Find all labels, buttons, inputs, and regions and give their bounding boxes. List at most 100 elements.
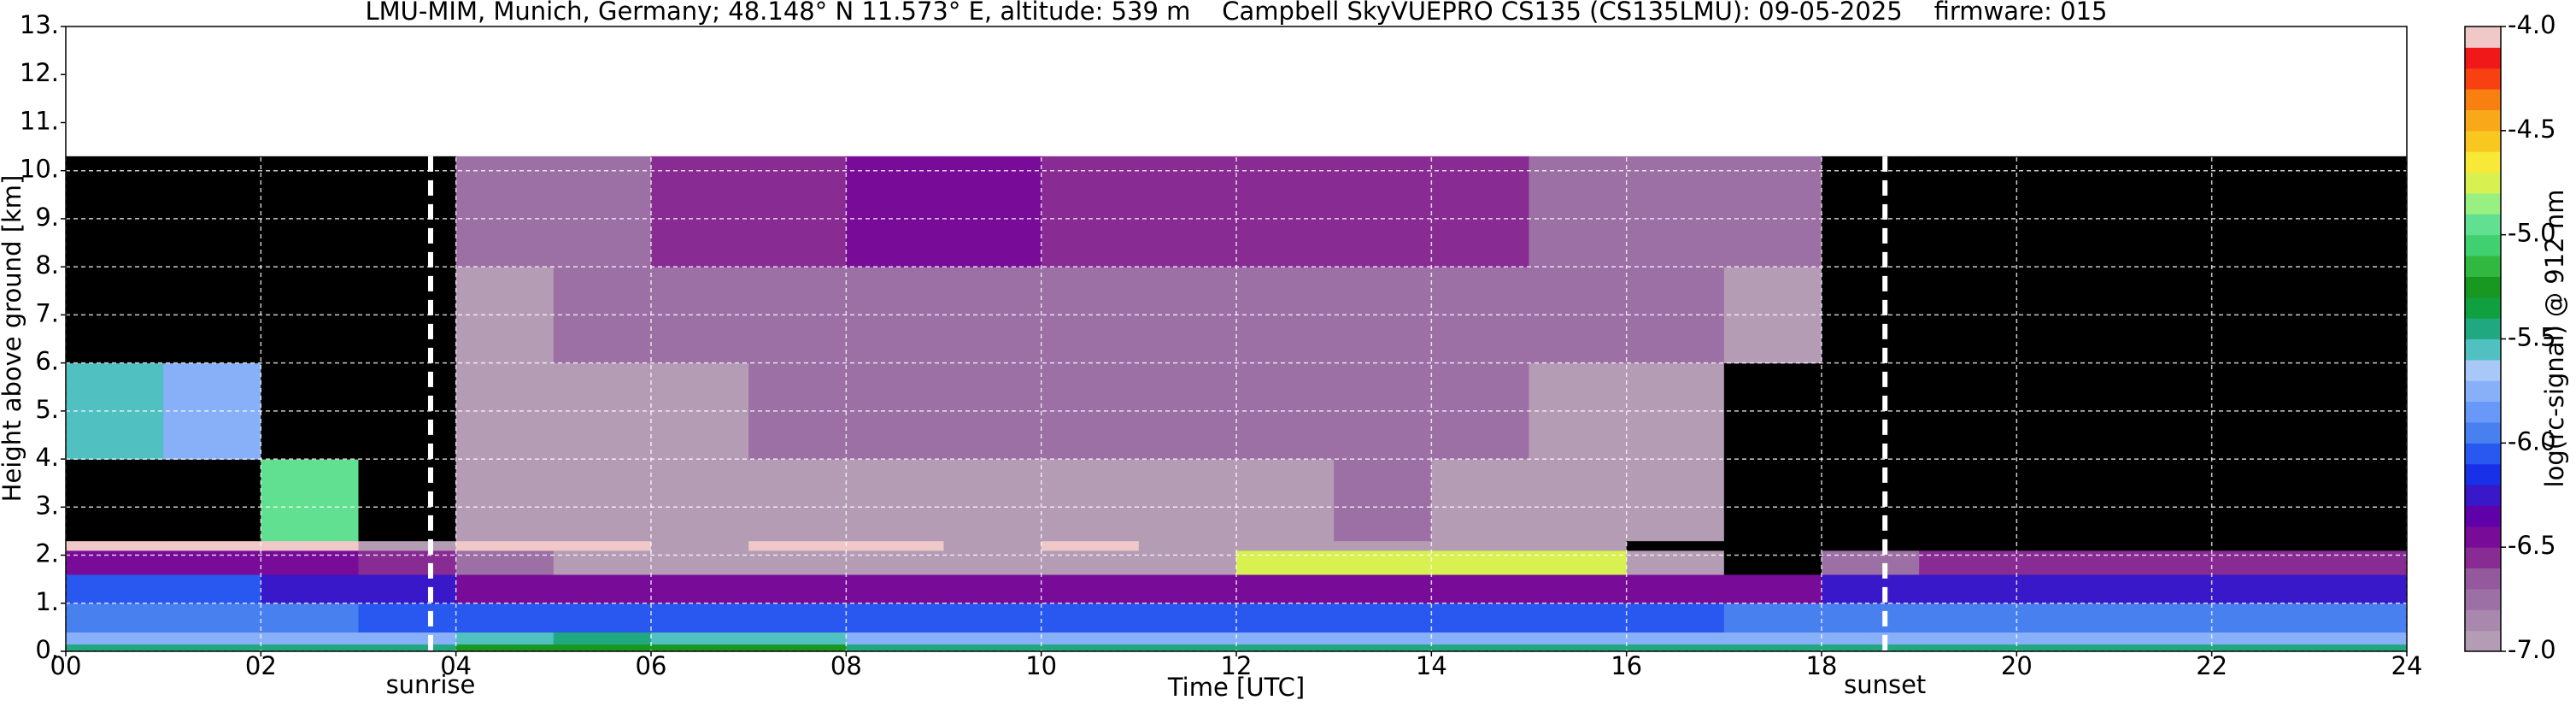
heatmap-cell — [2309, 459, 2408, 542]
heatmap-cell — [943, 632, 1042, 645]
heatmap-cell — [1919, 459, 2017, 542]
colorbar-segment — [2465, 276, 2501, 298]
heatmap-cell — [1041, 459, 1140, 542]
x-axis-label: Time [UTC] — [1167, 673, 1305, 702]
heatmap-cell — [1431, 603, 1529, 633]
annotation-label: sunset — [1844, 670, 1926, 699]
heatmap-cell — [1723, 550, 1822, 575]
heatmap-cell — [553, 459, 652, 542]
heatmap-cell — [358, 156, 457, 268]
heatmap-cell — [846, 156, 944, 268]
heatmap-cell — [1626, 540, 1725, 551]
heatmap-cell — [1236, 459, 1335, 542]
heatmap-cell — [1822, 603, 1920, 633]
heatmap-cell — [1334, 632, 1432, 645]
heatmap-cell — [1138, 156, 1237, 268]
heatmap-cell — [1236, 603, 1335, 633]
heatmap-cell — [1822, 459, 1920, 542]
heatmap-cell — [943, 156, 1042, 268]
heatmap-cell — [1334, 644, 1432, 652]
heatmap-cell — [2309, 156, 2408, 268]
heatmap-cell — [358, 603, 457, 633]
heatmap-cell — [2211, 550, 2310, 575]
heatmap-cell — [651, 574, 749, 604]
y-tick-label: 3. — [35, 491, 59, 520]
y-tick-label: 7. — [35, 298, 59, 327]
heatmap-cell — [1822, 644, 1920, 652]
heatmap-cell — [358, 550, 457, 575]
heatmap-cell — [261, 632, 359, 645]
heatmap-cell — [1723, 540, 1822, 551]
heatmap-cell — [651, 459, 749, 542]
colorbar-segment — [2465, 588, 2501, 610]
colorbar-segment — [2465, 443, 2501, 465]
heatmap-cell — [651, 603, 749, 633]
heatmap-cell — [358, 574, 457, 604]
heatmap-cell — [2309, 603, 2408, 633]
heatmap-cell — [2211, 156, 2310, 268]
y-axis-label: Height above ground [km] — [0, 175, 26, 503]
colorbar-segment — [2465, 234, 2501, 256]
y-tick-label: 10. — [20, 155, 59, 184]
heatmap-cell — [1041, 156, 1140, 268]
colorbar-segment — [2465, 214, 2501, 236]
heatmap-cell — [261, 540, 359, 551]
heatmap-cell — [66, 632, 164, 645]
heatmap-cell — [1431, 644, 1529, 652]
heatmap-cell — [651, 550, 749, 575]
y-tick-label: 11. — [20, 106, 59, 135]
heatmap-cell — [66, 550, 164, 575]
colorbar-segment — [2465, 130, 2501, 152]
heatmap-cell — [943, 540, 1042, 551]
heatmap-cell — [553, 574, 652, 604]
heatmap-cell — [1723, 632, 1822, 645]
heatmap-cell — [748, 603, 847, 633]
heatmap-cell — [1138, 540, 1237, 551]
heatmap-cell — [846, 574, 944, 604]
heatmap-cell — [358, 644, 457, 652]
heatmap-cell — [553, 632, 652, 645]
colorbar-segment — [2465, 256, 2501, 277]
heatmap-cell — [2016, 632, 2115, 645]
heatmap-cell — [1822, 550, 1920, 575]
heatmap-cell — [2309, 574, 2408, 604]
heatmap-cell — [2016, 540, 2115, 551]
heatmap-cell — [1138, 574, 1237, 604]
heatmap-cell — [748, 156, 847, 268]
heatmap-cell — [358, 459, 457, 542]
colorbar-segment — [2465, 26, 2501, 48]
y-tick-label: 0. — [35, 635, 59, 664]
heatmap-cell — [748, 574, 847, 604]
heatmap-cell — [163, 574, 261, 604]
heatmap-cell — [2309, 540, 2408, 551]
heatmap-cell — [748, 540, 847, 551]
heatmap-cell — [1529, 644, 1628, 652]
heatmap-cell — [2211, 574, 2310, 604]
heatmap-cell — [651, 540, 749, 551]
heatmap-cell — [1431, 540, 1529, 551]
heatmap-cell — [1236, 156, 1335, 268]
heatmap-cell — [2309, 644, 2408, 652]
colorbar-segment — [2465, 47, 2501, 69]
heatmap-cell — [651, 644, 749, 652]
colorbar-segment — [2465, 630, 2501, 652]
heatmap-cell — [1822, 574, 1920, 604]
colorbar-segment — [2465, 89, 2501, 110]
colorbar-segment — [2465, 609, 2501, 632]
heatmap-cell — [1529, 459, 1628, 542]
heatmap-cell — [1626, 644, 1725, 652]
heatmap-cell — [163, 156, 261, 268]
heatmap-cell — [66, 540, 164, 551]
heatmap-cell — [2211, 603, 2310, 633]
heatmap-cell — [163, 603, 261, 633]
heatmap-cell — [2114, 540, 2213, 551]
heatmap-cell — [2114, 550, 2213, 575]
colorbar-tick-label: -6.0 — [2508, 427, 2556, 456]
heatmap-cell — [1529, 574, 1628, 604]
heatmap-cell — [1334, 603, 1432, 633]
heatmap-cell — [2114, 632, 2213, 645]
heatmap-cell — [651, 632, 749, 645]
heatmap-cell — [1626, 603, 1725, 633]
heatmap-cell — [1041, 632, 1140, 645]
heatmap-cell — [748, 632, 847, 645]
